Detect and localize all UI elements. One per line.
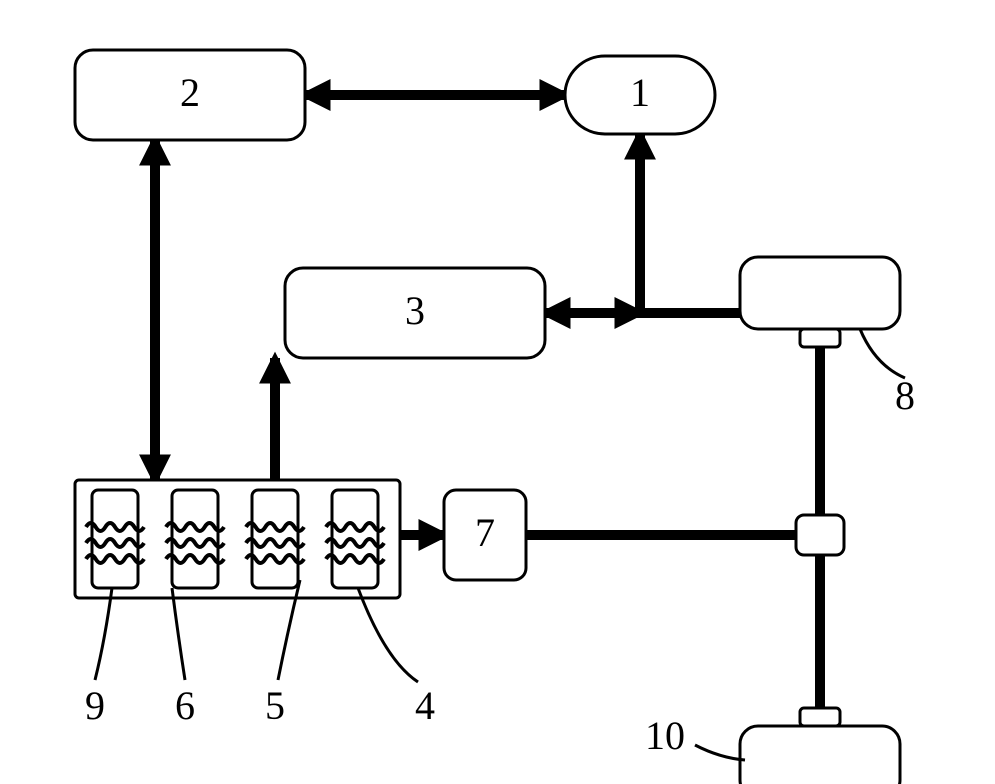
nodes-layer: 1 2 3 7 [75,50,900,784]
n2: 2 [75,50,305,140]
leader-8: 8 [860,329,915,418]
leader-6-text: 6 [175,683,195,728]
engine [75,480,400,598]
n3: 3 [285,268,545,358]
n3-label: 3 [405,288,425,333]
edges-layer [155,95,820,708]
n10 [740,708,900,784]
cylinder-1 [86,490,144,588]
leader-4: 4 [358,588,435,728]
n1-label: 1 [630,70,650,115]
leader-9: 9 [85,588,112,728]
leader-9-text: 9 [85,683,105,728]
leader-4-text: 4 [415,683,435,728]
leader-5: 5 [265,580,300,728]
cylinder-2 [166,490,224,588]
n1: 1 [565,56,715,134]
leader-10: 10 [645,713,745,760]
n8 [740,257,900,347]
leader-5-text: 5 [265,683,285,728]
leader-8-text: 8 [895,373,915,418]
n7-label: 7 [475,510,495,555]
n2-label: 2 [180,70,200,115]
cylinder-4 [326,490,384,588]
diff [796,515,844,555]
cylinder-3 [246,490,304,588]
leader-10-text: 10 [645,713,685,758]
n7: 7 [444,490,526,580]
leader-6: 6 [172,588,195,728]
